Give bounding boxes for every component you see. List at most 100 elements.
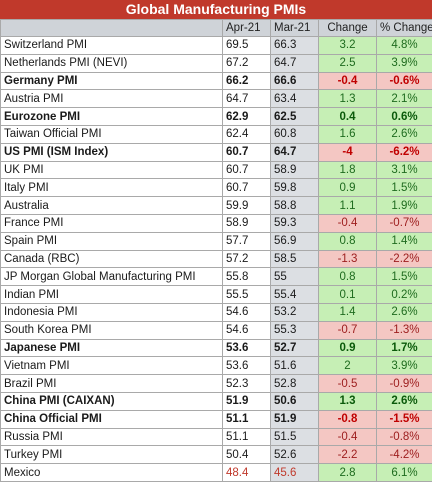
- row-apr-value: 54.6: [223, 303, 271, 321]
- row-mar-value: 52.8: [271, 375, 319, 393]
- header-mar: Mar-21: [271, 20, 319, 37]
- row-name: Mexico: [1, 464, 223, 482]
- row-apr-value: 69.5: [223, 37, 271, 55]
- row-pct-change: 0.2%: [377, 286, 432, 304]
- row-change: 1.3: [319, 392, 377, 410]
- row-apr-value: 60.7: [223, 161, 271, 179]
- row-mar-value: 50.6: [271, 392, 319, 410]
- row-name: Brazil PMI: [1, 375, 223, 393]
- row-mar-value: 59.3: [271, 214, 319, 232]
- row-mar-value: 55.4: [271, 286, 319, 304]
- row-change: 0.9: [319, 179, 377, 197]
- row-mar-value: 52.7: [271, 339, 319, 357]
- row-pct-change: 3.1%: [377, 161, 432, 179]
- row-pct-change: 4.8%: [377, 37, 432, 55]
- row-name: China PMI (CAIXAN): [1, 392, 223, 410]
- row-mar-value: 66.6: [271, 72, 319, 90]
- row-apr-value: 64.7: [223, 90, 271, 108]
- row-change: 1.4: [319, 303, 377, 321]
- header-row: Apr-21 Mar-21 Change % Change: [1, 20, 432, 37]
- row-change: -0.7: [319, 321, 377, 339]
- row-change: -0.4: [319, 428, 377, 446]
- row-change: -2.2: [319, 446, 377, 464]
- row-mar-value: 52.6: [271, 446, 319, 464]
- row-name: JP Morgan Global Manufacturing PMI: [1, 268, 223, 286]
- row-change: 1.8: [319, 161, 377, 179]
- row-pct-change: -0.7%: [377, 214, 432, 232]
- row-name: Spain PMI: [1, 232, 223, 250]
- row-change: -0.4: [319, 214, 377, 232]
- row-apr-value: 55.5: [223, 286, 271, 304]
- row-pct-change: 2.6%: [377, 392, 432, 410]
- row-mar-value: 53.2: [271, 303, 319, 321]
- row-pct-change: -1.3%: [377, 321, 432, 339]
- row-mar-value: 58.8: [271, 197, 319, 215]
- row-name: Canada (RBC): [1, 250, 223, 268]
- table-title: Global Manufacturing PMIs: [0, 0, 432, 19]
- row-name: Indonesia PMI: [1, 303, 223, 321]
- row-name: Indian PMI: [1, 286, 223, 304]
- header-name: [1, 20, 223, 37]
- row-mar-value: 63.4: [271, 90, 319, 108]
- row-name: Japanese PMI: [1, 339, 223, 357]
- row-apr-value: 62.9: [223, 108, 271, 126]
- row-name: Australia: [1, 197, 223, 215]
- row-mar-value: 45.6: [271, 464, 319, 482]
- row-apr-value: 60.7: [223, 179, 271, 197]
- row-apr-value: 51.9: [223, 392, 271, 410]
- row-mar-value: 60.8: [271, 125, 319, 143]
- row-pct-change: -4.2%: [377, 446, 432, 464]
- row-apr-value: 67.2: [223, 54, 271, 72]
- row-apr-value: 57.2: [223, 250, 271, 268]
- row-name: Netherlands PMI (NEVI): [1, 54, 223, 72]
- row-mar-value: 51.5: [271, 428, 319, 446]
- row-pct-change: -2.2%: [377, 250, 432, 268]
- row-mar-value: 51.6: [271, 357, 319, 375]
- row-name: Austria PMI: [1, 90, 223, 108]
- row-name: South Korea PMI: [1, 321, 223, 339]
- row-apr-value: 58.9: [223, 214, 271, 232]
- row-apr-value: 51.1: [223, 410, 271, 428]
- row-change: 0.8: [319, 232, 377, 250]
- row-mar-value: 58.5: [271, 250, 319, 268]
- row-pct-change: 1.4%: [377, 232, 432, 250]
- row-name: Vietnam PMI: [1, 357, 223, 375]
- row-pct-change: 2.6%: [377, 303, 432, 321]
- header-change: Change: [319, 20, 377, 37]
- row-apr-value: 53.6: [223, 339, 271, 357]
- row-change: 0.8: [319, 268, 377, 286]
- row-pct-change: 1.5%: [377, 179, 432, 197]
- row-apr-value: 50.4: [223, 446, 271, 464]
- row-pct-change: -0.6%: [377, 72, 432, 90]
- row-pct-change: -1.5%: [377, 410, 432, 428]
- header-pct-change: % Change: [377, 20, 432, 37]
- row-change: -0.8: [319, 410, 377, 428]
- pmi-table: Apr-21 Mar-21 Change % Change Switzerlan…: [0, 19, 432, 482]
- row-pct-change: -6.2%: [377, 143, 432, 161]
- row-pct-change: 0.6%: [377, 108, 432, 126]
- row-change: 1.6: [319, 125, 377, 143]
- row-pct-change: 1.7%: [377, 339, 432, 357]
- row-pct-change: 3.9%: [377, 357, 432, 375]
- row-change: 0.9: [319, 339, 377, 357]
- row-apr-value: 57.7: [223, 232, 271, 250]
